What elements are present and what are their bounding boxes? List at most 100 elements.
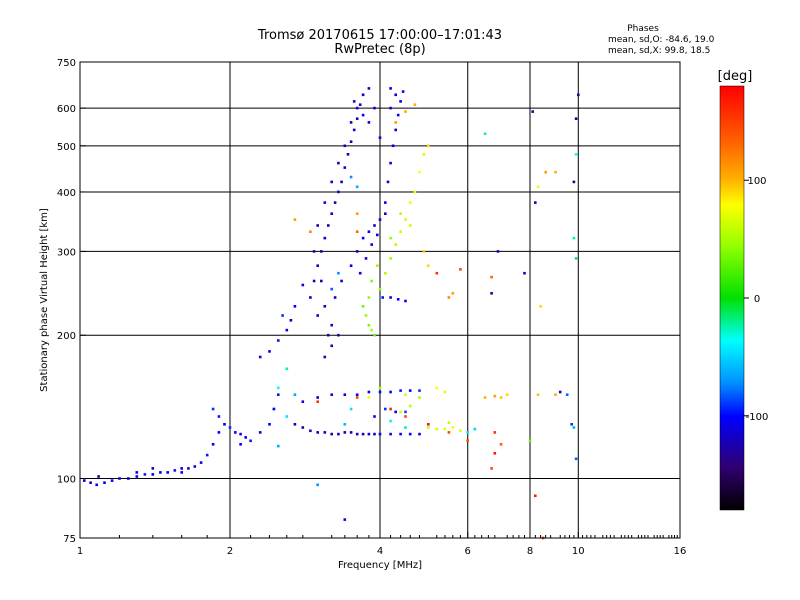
data-point xyxy=(427,426,430,429)
data-point xyxy=(173,469,177,472)
data-point xyxy=(493,394,497,398)
colorbar-ticks: 100 0 -100 xyxy=(744,176,768,423)
data-point xyxy=(394,128,397,132)
data-point xyxy=(447,296,451,299)
data-point xyxy=(427,423,430,426)
data-point xyxy=(370,328,373,332)
data-point xyxy=(451,426,455,429)
data-point xyxy=(399,230,402,233)
data-point xyxy=(193,465,197,468)
data-point xyxy=(528,439,532,443)
data-point xyxy=(401,90,405,93)
data-point xyxy=(228,426,232,429)
data-point xyxy=(447,431,451,434)
data-point xyxy=(572,236,576,240)
data-point xyxy=(373,333,376,337)
data-point xyxy=(399,389,402,392)
data-point xyxy=(435,386,439,390)
data-point xyxy=(316,264,319,267)
data-point xyxy=(355,212,359,215)
data-point xyxy=(389,432,392,436)
data-point xyxy=(490,292,493,295)
data-point xyxy=(466,439,469,443)
data-point xyxy=(349,264,353,267)
data-point xyxy=(381,296,384,299)
data-point xyxy=(499,396,503,399)
data-point xyxy=(258,355,262,359)
y-tick-label: 300 xyxy=(57,247,76,258)
data-point xyxy=(312,250,316,253)
data-point xyxy=(399,432,402,436)
x-tick-label: 6 xyxy=(465,546,471,557)
data-point xyxy=(376,233,379,237)
data-point xyxy=(151,467,155,470)
data-point xyxy=(534,494,537,498)
data-point xyxy=(435,271,439,275)
x-tick-label: 8 xyxy=(527,546,533,557)
data-point xyxy=(343,423,347,426)
data-point xyxy=(316,396,319,399)
data-point xyxy=(358,271,362,275)
data-point xyxy=(358,103,362,106)
data-point xyxy=(349,407,353,411)
data-point xyxy=(355,432,359,436)
data-point xyxy=(337,190,340,194)
data-point xyxy=(277,393,280,396)
data-point xyxy=(536,393,540,396)
data-point xyxy=(343,518,347,521)
data-point xyxy=(330,212,333,215)
data-point xyxy=(127,477,130,480)
data-point xyxy=(422,153,426,156)
data-point xyxy=(272,407,276,411)
data-point xyxy=(361,93,365,97)
data-point xyxy=(239,432,242,436)
data-point xyxy=(361,236,365,240)
data-point xyxy=(378,136,382,139)
data-point xyxy=(301,426,305,429)
data-point xyxy=(373,106,376,110)
data-point xyxy=(330,393,333,396)
data-point xyxy=(337,161,340,165)
data-point xyxy=(312,279,316,283)
data-point xyxy=(217,431,221,434)
data-point xyxy=(180,467,183,470)
data-point xyxy=(285,328,289,332)
phases-header: Phases xyxy=(627,24,659,34)
data-point xyxy=(103,481,106,484)
colorbar-gradient xyxy=(719,85,745,511)
phases-stat-o: mean, sd,O: -84.6, 19.0 xyxy=(608,35,715,45)
data-point xyxy=(343,393,347,396)
data-point xyxy=(110,479,114,482)
data-point xyxy=(384,212,387,215)
data-point xyxy=(378,432,382,436)
data-point xyxy=(277,444,280,448)
data-point xyxy=(367,396,371,399)
data-point xyxy=(389,87,392,90)
data-points xyxy=(83,87,580,540)
data-point xyxy=(493,431,497,434)
colorbar-label: [deg] xyxy=(718,69,753,84)
colorbar: [deg] 100 0 -100 xyxy=(718,69,768,511)
data-point xyxy=(234,431,237,434)
y-tick-label: 500 xyxy=(57,142,76,153)
data-point xyxy=(333,201,337,204)
data-point xyxy=(199,461,203,464)
data-point xyxy=(367,432,371,436)
data-point xyxy=(327,333,330,337)
data-point xyxy=(364,257,368,260)
data-point xyxy=(352,128,356,132)
data-point xyxy=(558,390,562,394)
data-point xyxy=(565,393,569,396)
x-tick-label: 16 xyxy=(674,546,687,557)
data-point xyxy=(249,439,252,443)
data-point xyxy=(399,410,402,414)
data-point xyxy=(447,421,451,424)
data-point xyxy=(389,236,392,240)
data-point xyxy=(408,224,412,227)
data-point xyxy=(293,423,297,426)
data-point xyxy=(349,431,353,434)
data-point xyxy=(435,427,439,431)
data-point xyxy=(118,477,121,480)
data-point xyxy=(443,427,447,431)
data-point xyxy=(389,161,392,165)
